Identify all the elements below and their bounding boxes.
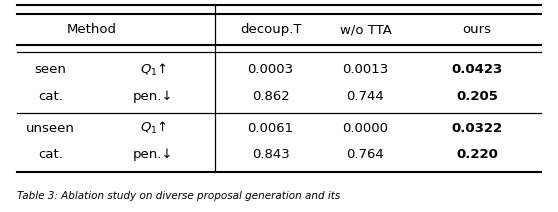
Text: cat.: cat.	[38, 90, 62, 103]
Text: pen.↓: pen.↓	[133, 90, 174, 103]
Text: decoup.T: decoup.T	[240, 23, 301, 36]
Text: 0.205: 0.205	[456, 90, 498, 103]
Text: $Q_1$↑: $Q_1$↑	[140, 120, 167, 136]
Text: 0.0013: 0.0013	[343, 63, 388, 77]
Text: 0.0061: 0.0061	[248, 122, 294, 135]
Text: Method: Method	[67, 23, 117, 36]
Text: cat.: cat.	[38, 148, 62, 161]
Text: 0.843: 0.843	[252, 148, 290, 161]
Text: unseen: unseen	[26, 122, 75, 135]
Text: 0.0423: 0.0423	[451, 63, 503, 77]
Text: 0.764: 0.764	[347, 148, 384, 161]
Text: w/o TTA: w/o TTA	[340, 23, 391, 36]
Text: Table 3: Ablation study on diverse proposal generation and its: Table 3: Ablation study on diverse propo…	[17, 191, 340, 201]
Text: 0.0322: 0.0322	[451, 122, 503, 135]
Text: $Q_1$↑: $Q_1$↑	[140, 62, 167, 78]
Text: 0.220: 0.220	[456, 148, 498, 161]
Text: seen: seen	[34, 63, 66, 77]
Text: ours: ours	[463, 23, 492, 36]
Text: 0.0003: 0.0003	[248, 63, 294, 77]
Text: 0.0000: 0.0000	[343, 122, 388, 135]
Text: 0.862: 0.862	[252, 90, 290, 103]
Text: 0.744: 0.744	[347, 90, 384, 103]
Text: pen.↓: pen.↓	[133, 148, 174, 161]
